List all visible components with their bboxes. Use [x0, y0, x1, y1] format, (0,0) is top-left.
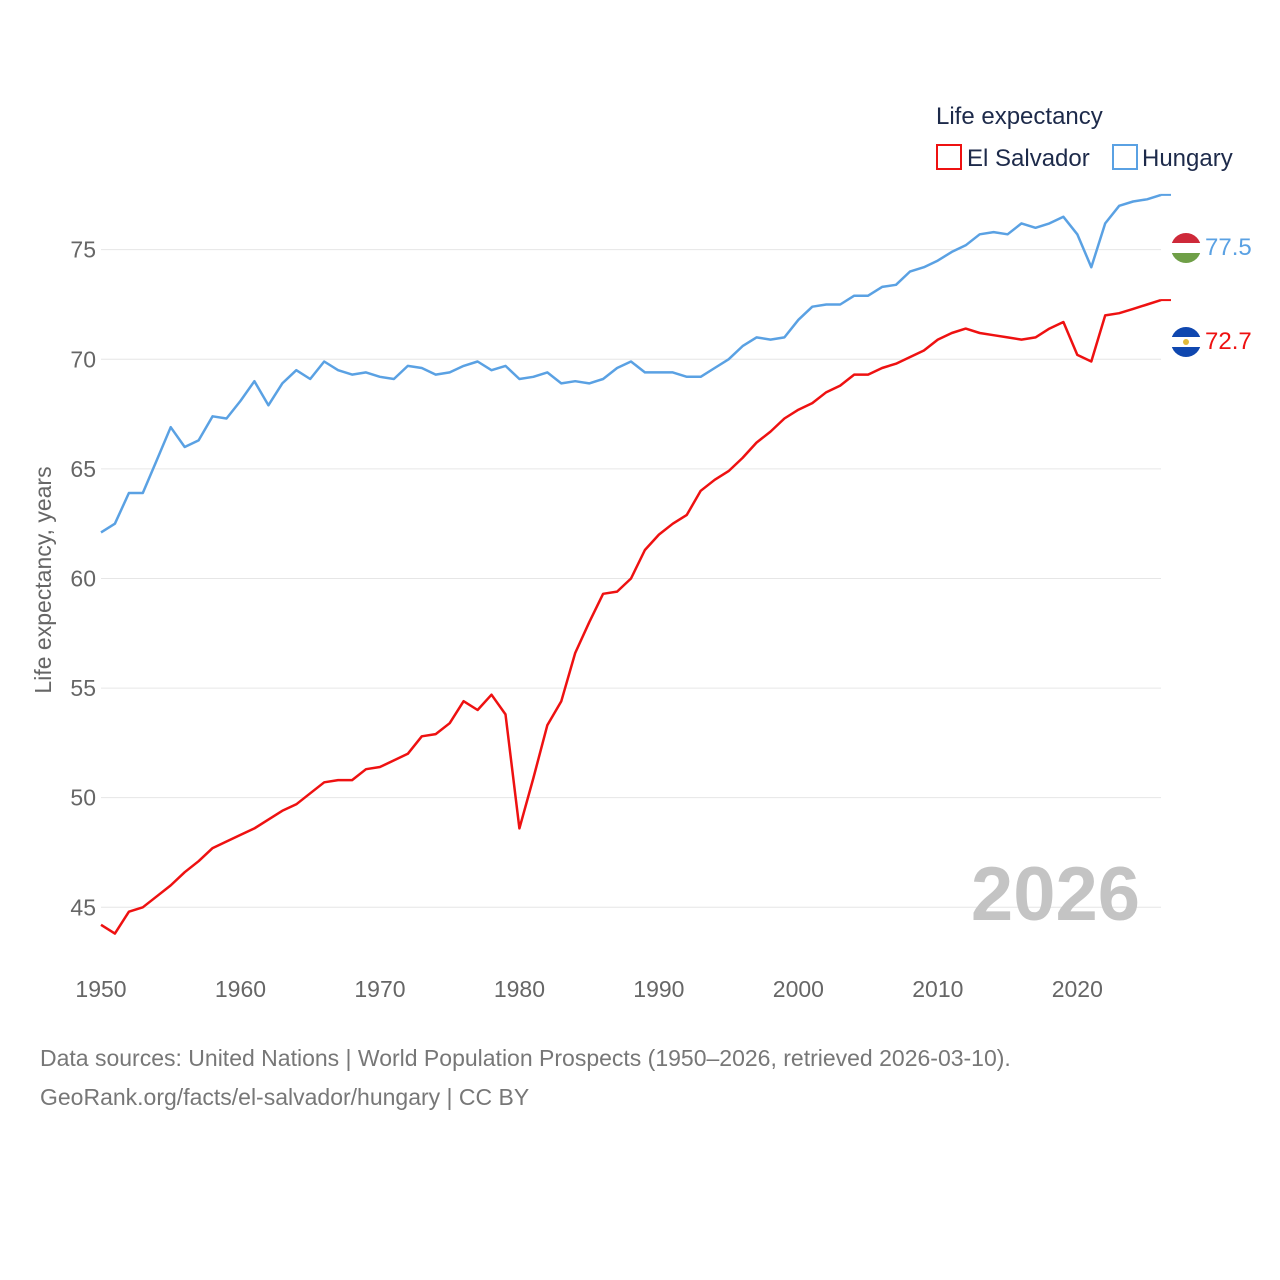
legend-label-el-salvador[interactable]: El Salvador	[967, 145, 1090, 172]
x-tick-label: 2020	[1052, 976, 1103, 1002]
y-tick-label: 70	[70, 346, 96, 372]
el-salvador-end-marker: 72.7	[1161, 299, 1252, 357]
x-tick-label: 1990	[633, 976, 684, 1002]
series-line-hungary[interactable]	[100, 193, 1162, 534]
grid	[101, 249, 1161, 908]
hungary-end-value: 77.5	[1205, 234, 1252, 261]
legend-title: Life expectancy	[936, 103, 1103, 130]
y-tick-label: 45	[70, 894, 96, 920]
y-tick-label: 50	[70, 785, 96, 811]
source-link[interactable]: GeoRank.org/facts/el-salvador/hungary | …	[40, 1084, 530, 1110]
data-source-note: Data sources: United Nations | World Pop…	[40, 1045, 1011, 1071]
hungary-end-marker: 77.5	[1161, 193, 1252, 263]
series-line-el-salvador[interactable]	[100, 298, 1162, 935]
x-tick-label: 1970	[354, 976, 405, 1002]
el-salvador-flag-icon	[1171, 327, 1201, 357]
legend-label-hungary[interactable]: Hungary	[1142, 145, 1233, 172]
x-tick-label: 1950	[75, 976, 126, 1002]
y-axis-label: Life expectancy, years	[30, 466, 56, 693]
x-axis-ticks: 1950 1960 1970 1980 1990 2000 2010 2020	[75, 976, 1102, 1002]
legend-swatch-hungary[interactable]	[1112, 144, 1138, 170]
legend: Life expectancy El Salvador Hungary	[936, 103, 1233, 172]
life-expectancy-chart: Life expectancy El Salvador Hungary 45 50…	[30, 103, 1252, 1002]
y-tick-label: 65	[70, 456, 96, 482]
x-tick-label: 2010	[912, 976, 963, 1002]
y-tick-label: 60	[70, 565, 96, 591]
x-tick-label: 1960	[215, 976, 266, 1002]
y-tick-label: 75	[70, 237, 96, 263]
x-tick-label: 2000	[773, 976, 824, 1002]
x-tick-label: 1980	[494, 976, 545, 1002]
y-tick-label: 55	[70, 675, 96, 701]
y-axis-ticks: 45 50 55 60 65 70 75	[70, 237, 96, 921]
legend-swatch-el-salvador[interactable]	[936, 144, 962, 170]
series-lines	[100, 193, 1162, 935]
hungary-flag-icon	[1171, 233, 1201, 263]
current-year-label: 2026	[971, 852, 1140, 937]
el-salvador-end-value: 72.7	[1205, 328, 1252, 355]
